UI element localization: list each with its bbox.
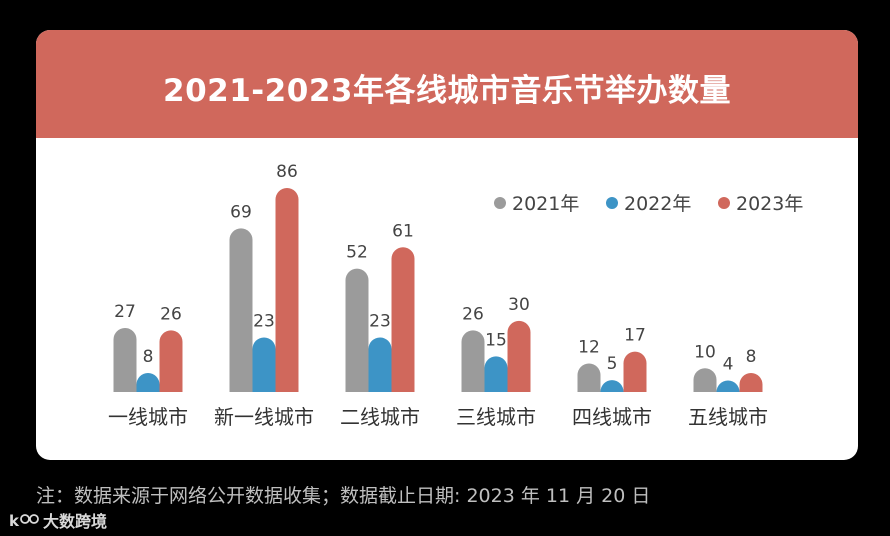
bar-3-3 <box>391 247 415 392</box>
category-label-1: 一线城市 <box>108 405 188 429</box>
footnote: 注：数据来源于网络公开数据收集；数据截止日期: 2023 年 11 月 20 日 <box>36 485 651 507</box>
data-label-3-6: 8 <box>746 347 757 367</box>
bar-2-5 <box>600 380 624 392</box>
bar-1-1 <box>113 327 137 392</box>
data-label-2-6: 4 <box>723 355 734 375</box>
bar-3-2 <box>275 188 299 392</box>
data-label-1-2: 69 <box>230 202 252 222</box>
category-label-4: 三线城市 <box>456 405 536 429</box>
chart-header: 2021-2023年各线城市音乐节举办数量 <box>36 30 858 138</box>
bar-2-3 <box>368 337 392 392</box>
brand-logo: k 大数跨境 <box>9 508 107 532</box>
data-label-1-4: 26 <box>462 304 484 324</box>
data-label-2-1: 8 <box>143 347 154 367</box>
data-label-2-5: 5 <box>607 354 618 374</box>
category-label-3: 二线城市 <box>340 405 420 429</box>
data-label-1-5: 12 <box>578 338 600 358</box>
bar-3-5 <box>623 351 647 392</box>
data-label-1-3: 52 <box>346 243 368 263</box>
legend-label-2: 2022年 <box>624 193 691 215</box>
bar-1-6 <box>693 368 717 392</box>
legend-label-1: 2021年 <box>512 193 579 215</box>
chart-title: 2021-2023年各线城市音乐节举办数量 <box>163 72 731 109</box>
data-label-2-4: 15 <box>485 330 507 350</box>
data-label-3-2: 86 <box>276 162 298 182</box>
legend-swatch-3 <box>718 197 730 209</box>
data-label-2-2: 23 <box>253 311 275 331</box>
category-label-6: 五线城市 <box>688 405 768 429</box>
bar-1-4 <box>461 330 485 392</box>
bar-2-1 <box>136 373 160 392</box>
category-label-5: 四线城市 <box>572 405 652 429</box>
legend-swatch-2 <box>606 197 618 209</box>
data-label-1-6: 10 <box>694 342 716 362</box>
data-label-2-3: 23 <box>369 311 391 331</box>
legend-swatch-1 <box>494 197 506 209</box>
data-label-3-4: 30 <box>508 295 530 315</box>
brand-name: 大数跨境 <box>43 512 108 531</box>
bar-3-1 <box>159 330 183 392</box>
bar-3-4 <box>507 320 531 392</box>
brand-logo-icon: k <box>9 512 39 530</box>
bar-3-6 <box>739 373 763 392</box>
data-label-3-3: 61 <box>392 221 414 241</box>
svg-text:k: k <box>9 512 20 530</box>
data-label-1-1: 27 <box>114 302 136 322</box>
bar-2-6 <box>716 380 740 392</box>
category-label-2: 新一线城市 <box>214 405 314 429</box>
legend-label-3: 2023年 <box>736 193 803 215</box>
bar-1-3 <box>345 268 369 392</box>
data-label-3-5: 17 <box>624 326 646 346</box>
bar-2-4 <box>484 356 508 392</box>
bar-1-5 <box>577 363 601 392</box>
bar-2-2 <box>252 337 276 392</box>
bar-1-2 <box>229 228 253 392</box>
data-label-3-1: 26 <box>160 304 182 324</box>
